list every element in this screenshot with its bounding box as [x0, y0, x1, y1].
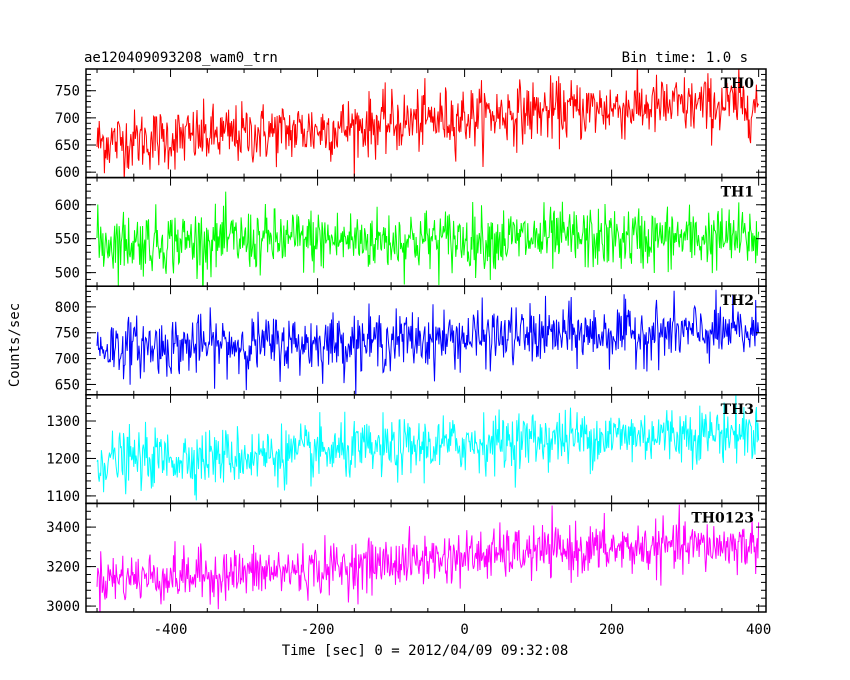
panel-th0123: 3000 3200 3400 TH0123: [46, 502, 767, 615]
y-tick-label: 3000: [46, 599, 80, 615]
panel-label-th0123: TH0123: [691, 510, 754, 526]
x-tick-label: 200: [599, 622, 624, 638]
y-tick-label: 500: [55, 266, 80, 282]
panel-th1: 500 550 600 TH1: [55, 176, 767, 287]
y-axis-label: Counts/sec: [7, 303, 23, 387]
y-tick-label: 800: [55, 300, 80, 316]
x-tick-label: -200: [301, 622, 335, 638]
y-tick-label: 650: [55, 377, 80, 393]
y-tick-label: 1100: [46, 489, 80, 505]
panel-label-th1: TH1: [721, 185, 754, 201]
panel-label-th0: TH0: [721, 76, 755, 92]
y-tick-label: 700: [55, 352, 80, 368]
y-tick-label: 650: [55, 138, 80, 154]
y-tick-label: 600: [55, 165, 80, 181]
y-tick-label: 600: [55, 198, 80, 214]
y-tick-label: 700: [55, 111, 80, 127]
panel-th0: 600 650 700 750 TH0: [55, 68, 767, 181]
panel-th2: 650 700 750 800 TH2: [55, 285, 767, 396]
panels-group: 600 650 700 750 TH0 500 550 600 TH1 650 700 750 800 T…: [46, 68, 767, 615]
x-tick-label: 0: [460, 622, 468, 638]
bin-time-label: Bin time: 1.0 s: [622, 50, 748, 66]
panel-label-th3: TH3: [721, 402, 754, 418]
x-axis: -400 -200 0 200 400: [154, 622, 772, 638]
y-tick-label: 1200: [46, 451, 80, 467]
y-tick-label: 1300: [46, 414, 80, 430]
panel-th3: 1100 1200 1300 TH3: [46, 394, 767, 505]
series-line-th0123: [96, 504, 760, 612]
y-tick-label: 3200: [46, 560, 80, 576]
series-line-th2: [96, 289, 760, 395]
x-tick-label: 400: [746, 622, 771, 638]
series-line-th0: [96, 69, 760, 178]
series-line-th3: [96, 394, 760, 501]
x-tick-label: -400: [154, 622, 188, 638]
series-line-th1: [96, 191, 760, 287]
y-tick-label: 550: [55, 232, 80, 248]
panel-label-th2: TH2: [721, 293, 754, 309]
y-tick-label: 3400: [46, 520, 80, 536]
x-axis-label: Time [sec] 0 = 2012/04/09 09:32:08: [282, 643, 569, 659]
chart-title: ae120409093208_wam0_trn: [84, 50, 278, 66]
panel-frame: [85, 502, 767, 613]
y-tick-label: 750: [55, 326, 80, 342]
y-tick-label: 750: [55, 84, 80, 100]
